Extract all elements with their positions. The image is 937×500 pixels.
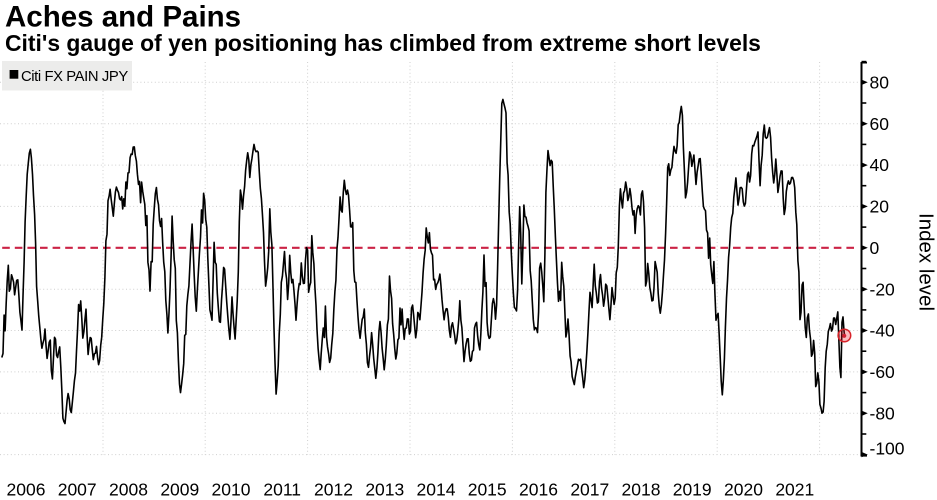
svg-text:-40: -40	[870, 321, 896, 341]
svg-text:2016: 2016	[519, 480, 558, 500]
svg-text:2018: 2018	[622, 480, 661, 500]
svg-text:2009: 2009	[160, 480, 199, 500]
svg-text:2010: 2010	[212, 480, 251, 500]
svg-text:Citi's gauge of yen positionin: Citi's gauge of yen positioning has clim…	[5, 30, 761, 56]
svg-text:2020: 2020	[724, 480, 763, 500]
svg-text:2007: 2007	[58, 480, 97, 500]
svg-text:Citi FX PAIN JPY: Citi FX PAIN JPY	[21, 69, 128, 85]
svg-text:2012: 2012	[314, 480, 353, 500]
svg-text:2014: 2014	[417, 480, 456, 500]
svg-text:-100: -100	[870, 438, 905, 458]
svg-text:2015: 2015	[468, 480, 507, 500]
svg-text:2021: 2021	[775, 480, 814, 500]
svg-text:-80: -80	[870, 403, 896, 423]
svg-text:2011: 2011	[263, 480, 301, 500]
svg-text:2008: 2008	[109, 480, 148, 500]
svg-text:2017: 2017	[570, 480, 609, 500]
svg-text:0: 0	[870, 238, 880, 258]
svg-text:Index level: Index level	[915, 213, 937, 311]
svg-text:2019: 2019	[673, 480, 712, 500]
svg-text:2006: 2006	[7, 480, 46, 500]
svg-text:-60: -60	[870, 362, 896, 382]
svg-text:40: 40	[870, 155, 890, 175]
svg-text:20: 20	[870, 197, 890, 217]
svg-text:Aches and Pains: Aches and Pains	[5, 1, 241, 34]
svg-text:-20: -20	[870, 279, 896, 299]
svg-text:60: 60	[870, 114, 890, 134]
svg-text:80: 80	[870, 72, 890, 92]
svg-text:2013: 2013	[365, 480, 404, 500]
